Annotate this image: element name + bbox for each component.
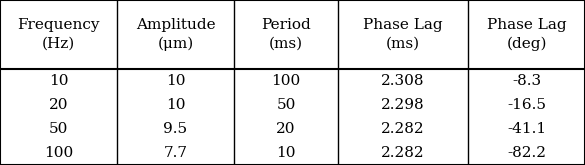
Text: 20: 20: [49, 98, 68, 112]
Text: -8.3: -8.3: [512, 74, 541, 88]
Text: -41.1: -41.1: [507, 122, 546, 136]
Text: 10: 10: [166, 74, 185, 88]
Text: Amplitude
(μm): Amplitude (μm): [136, 18, 215, 51]
Text: Phase Lag
(deg): Phase Lag (deg): [487, 18, 566, 51]
Text: 2.282: 2.282: [381, 122, 425, 136]
Text: 7.7: 7.7: [163, 146, 188, 160]
Text: Frequency
(Hz): Frequency (Hz): [17, 18, 100, 51]
Text: 10: 10: [166, 98, 185, 112]
Text: Phase Lag
(ms): Phase Lag (ms): [363, 18, 443, 51]
Text: 100: 100: [271, 74, 301, 88]
Text: 50: 50: [49, 122, 68, 136]
Text: 2.298: 2.298: [381, 98, 425, 112]
Text: 10: 10: [276, 146, 296, 160]
Text: -16.5: -16.5: [507, 98, 546, 112]
Text: 20: 20: [276, 122, 296, 136]
Text: Period
(ms): Period (ms): [261, 18, 311, 51]
Text: 100: 100: [44, 146, 73, 160]
Text: -82.2: -82.2: [507, 146, 546, 160]
Text: 50: 50: [276, 98, 295, 112]
Text: 2.308: 2.308: [381, 74, 425, 88]
Text: 9.5: 9.5: [163, 122, 188, 136]
Text: 10: 10: [49, 74, 68, 88]
Text: 2.282: 2.282: [381, 146, 425, 160]
